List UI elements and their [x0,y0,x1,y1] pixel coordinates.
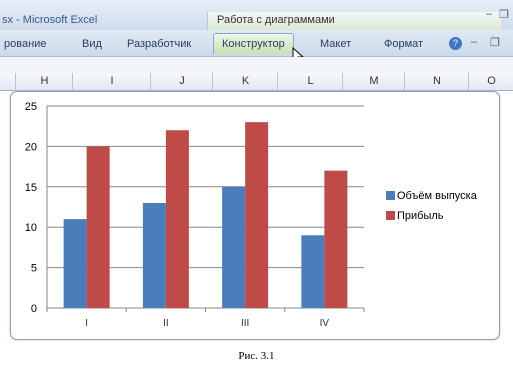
ribbon-restore-icon[interactable]: ❐ [490,37,500,49]
bar [86,146,110,308]
tab-view[interactable]: Вид [82,38,102,50]
figure-caption: Рис. 3.1 [238,350,275,362]
bar [245,122,269,308]
column-header-h[interactable]: H [15,73,73,90]
window-title: sx - Microsoft Excel [2,14,98,26]
bar [142,202,166,308]
chart-tools-label: Работа с диаграммами [217,14,335,26]
column-header-m[interactable]: M [342,73,405,90]
formula-area [0,57,513,73]
bar [301,235,325,308]
bar [63,219,87,308]
bar [222,186,246,308]
y-tick-label: 0 [31,303,37,315]
column-header-o[interactable]: O [468,73,513,90]
restore-icon[interactable]: ❐ [499,9,509,21]
tab-format[interactable]: Формат [384,38,424,50]
legend-swatch [386,211,395,220]
chart-area[interactable]: 0 5 10 15 20 25 I II III IV Объём выпуска Прибыль [10,91,500,340]
bar [324,170,348,308]
legend-swatch [386,191,395,200]
bar [165,130,189,308]
x-tick-label: I [85,318,88,329]
column-header-j[interactable]: J [150,73,213,90]
tab-developer[interactable]: Разработчик [127,38,192,50]
ribbon-minimize-icon[interactable]: – [471,36,478,48]
column-header-row: H I J K L M N O [0,73,513,91]
legend-label: Объём выпуска [397,190,478,202]
column-header-l[interactable]: L [277,73,343,90]
column-header-i[interactable]: I [72,73,151,90]
tab-layout[interactable]: Макет [320,38,352,50]
y-tick-label: 20 [25,141,37,153]
y-tick-label: 10 [25,222,37,234]
y-tick-label: 25 [25,101,37,113]
x-tick-label: III [241,318,249,329]
tab-design[interactable]: Конструктор [213,33,294,54]
x-tick-label: IV [320,318,330,329]
chart-tools-group [207,12,501,30]
minimize-icon[interactable]: – [486,8,493,20]
legend-label: Прибыль [397,210,444,222]
column-header-n[interactable]: N [404,73,469,90]
x-tick-label: II [163,318,169,329]
y-tick-label: 5 [31,263,37,275]
y-tick-label: 15 [25,182,37,194]
corner-cell[interactable] [0,73,15,90]
tab-review[interactable]: рование [4,38,47,50]
help-icon[interactable]: ? [449,37,462,50]
column-header-k[interactable]: K [212,73,278,90]
